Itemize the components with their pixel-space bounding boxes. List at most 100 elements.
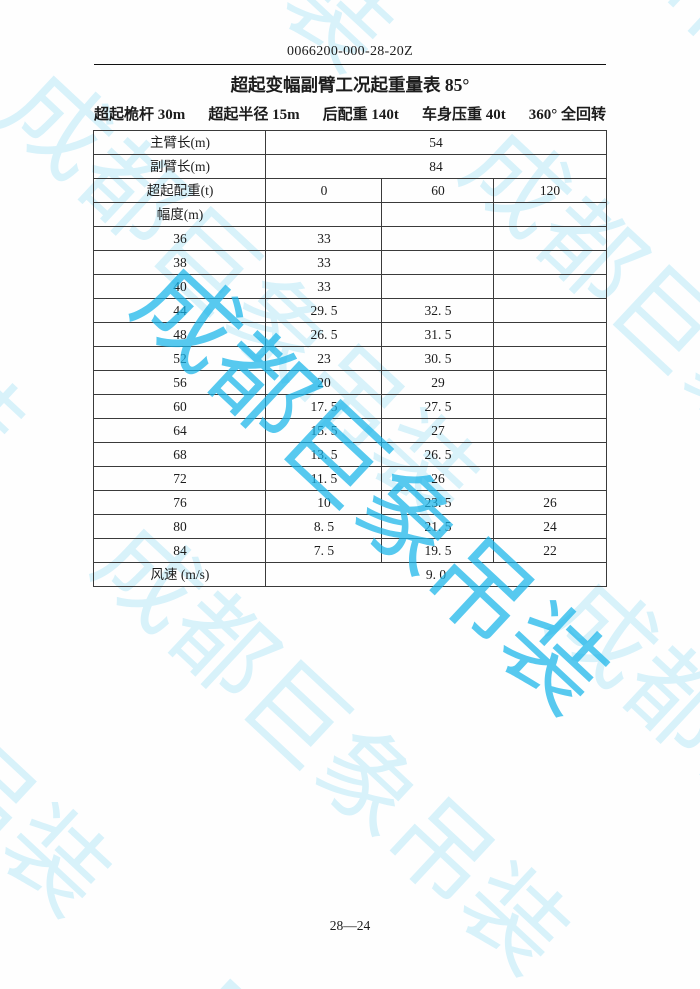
table-row: 36 33	[93, 226, 607, 251]
table-row: 56 20 29	[93, 370, 607, 395]
value-cell	[493, 322, 607, 347]
value-cell: 60	[381, 178, 495, 203]
table-row-jib: 副臂长(m) 84	[93, 154, 607, 179]
table-row: 72 11. 5 26	[93, 466, 607, 491]
value-cell: 29. 5	[265, 298, 383, 323]
value-cell: 31. 5	[381, 322, 495, 347]
value-cell: 20	[265, 370, 383, 395]
row-label-cell: 幅度(m)	[93, 202, 267, 227]
value-cell: 23. 5	[381, 490, 495, 515]
row-label-cell: 风速 (m/s)	[93, 562, 267, 587]
radius-cell: 40	[93, 274, 267, 299]
radius-cell: 84	[93, 538, 267, 563]
value-cell	[381, 250, 495, 275]
value-cell	[493, 250, 607, 275]
value-cell: 120	[493, 178, 607, 203]
value-cell: 26	[381, 466, 495, 491]
value-cell: 19. 5	[381, 538, 495, 563]
condition-item: 超起半径 15m	[208, 107, 300, 123]
value-cell: 0	[265, 178, 383, 203]
row-label-cell: 主臂长(m)	[93, 130, 267, 155]
condition-item: 超起桅杆 30m	[94, 107, 186, 123]
value-cell	[265, 202, 383, 227]
value-cell: 33	[265, 250, 383, 275]
doc-number: 0066200-000-28-20Z	[287, 44, 413, 59]
value-cell: 9. 0	[265, 562, 607, 587]
table-row: 76 10 23. 5 26	[93, 490, 607, 515]
table-row-main-boom: 主臂长(m) 54	[93, 130, 607, 155]
value-cell	[381, 202, 495, 227]
radius-cell: 64	[93, 418, 267, 443]
value-cell: 8. 5	[265, 514, 383, 539]
value-cell	[381, 226, 495, 251]
value-cell: 7. 5	[265, 538, 383, 563]
value-cell: 26. 5	[381, 442, 495, 467]
value-cell: 17. 5	[265, 394, 383, 419]
radius-cell: 76	[93, 490, 267, 515]
value-cell	[381, 274, 495, 299]
radius-cell: 56	[93, 370, 267, 395]
table-row: 44 29. 5 32. 5	[93, 298, 607, 323]
value-cell: 10	[265, 490, 383, 515]
value-cell: 15. 5	[265, 418, 383, 443]
value-cell: 21. 5	[381, 514, 495, 539]
value-cell: 26	[493, 490, 607, 515]
value-cell	[493, 346, 607, 371]
condition-item: 车身压重 40t	[421, 107, 506, 123]
value-cell	[493, 202, 607, 227]
table-row: 52 23 30. 5	[93, 346, 607, 371]
table-row: 60 17. 5 27. 5	[93, 394, 607, 419]
value-cell: 54	[265, 130, 607, 155]
value-cell: 23	[265, 346, 383, 371]
row-label-cell: 超起配重(t)	[93, 178, 267, 203]
value-cell: 33	[265, 226, 383, 251]
value-cell	[493, 442, 607, 467]
table-row: 40 33	[93, 274, 607, 299]
condition-item: 后配重 140t	[322, 107, 399, 123]
value-cell: 27. 5	[381, 394, 495, 419]
radius-cell: 52	[93, 346, 267, 371]
conditions-row: 超起桅杆 30m 超起半径 15m 后配重 140t 车身压重 40t 360° 全回转	[94, 105, 606, 125]
value-cell	[493, 418, 607, 443]
radius-cell: 80	[93, 514, 267, 539]
value-cell	[493, 226, 607, 251]
condition-item: 360° 全回转	[528, 107, 606, 123]
value-cell: 32. 5	[381, 298, 495, 323]
radius-cell: 68	[93, 442, 267, 467]
value-cell: 24	[493, 514, 607, 539]
value-cell: 27	[381, 418, 495, 443]
radius-cell: 72	[93, 466, 267, 491]
table-row: 68 13. 5 26. 5	[93, 442, 607, 467]
value-cell	[493, 394, 607, 419]
table-row: 64 15. 5 27	[93, 418, 607, 443]
value-cell: 30. 5	[381, 346, 495, 371]
table-row: 84 7. 5 19. 5 22	[93, 538, 607, 563]
value-cell: 29	[381, 370, 495, 395]
value-cell	[493, 274, 607, 299]
value-cell: 84	[265, 154, 607, 179]
radius-cell: 44	[93, 298, 267, 323]
load-chart-table: 主臂长(m) 54 副臂长(m) 84 超起配重(t) 0 60 120 幅度(m) 36 33 38…	[93, 130, 607, 587]
radius-cell: 36	[93, 226, 267, 251]
value-cell: 11. 5	[265, 466, 383, 491]
table-row-counterweight: 超起配重(t) 0 60 120	[93, 178, 607, 203]
value-cell: 22	[493, 538, 607, 563]
table-row-wind-speed: 风速 (m/s) 9. 0	[93, 562, 607, 587]
header-rule	[94, 64, 606, 65]
value-cell	[493, 370, 607, 395]
radius-cell: 38	[93, 250, 267, 275]
value-cell	[493, 466, 607, 491]
value-cell: 26. 5	[265, 322, 383, 347]
table-row: 80 8. 5 21. 5 24	[93, 514, 607, 539]
page-title: 超起变幅副臂工况起重量表 85°	[230, 75, 470, 95]
table-row: 48 26. 5 31. 5	[93, 322, 607, 347]
table-row-radius-header: 幅度(m)	[93, 202, 607, 227]
radius-cell: 48	[93, 322, 267, 347]
load-chart-body: 主臂长(m) 54 副臂长(m) 84 超起配重(t) 0 60 120 幅度(m) 36 33 38…	[93, 130, 607, 587]
value-cell: 33	[265, 274, 383, 299]
row-label-cell: 副臂长(m)	[93, 154, 267, 179]
radius-cell: 60	[93, 394, 267, 419]
table-row: 38 33	[93, 250, 607, 275]
value-cell: 13. 5	[265, 442, 383, 467]
